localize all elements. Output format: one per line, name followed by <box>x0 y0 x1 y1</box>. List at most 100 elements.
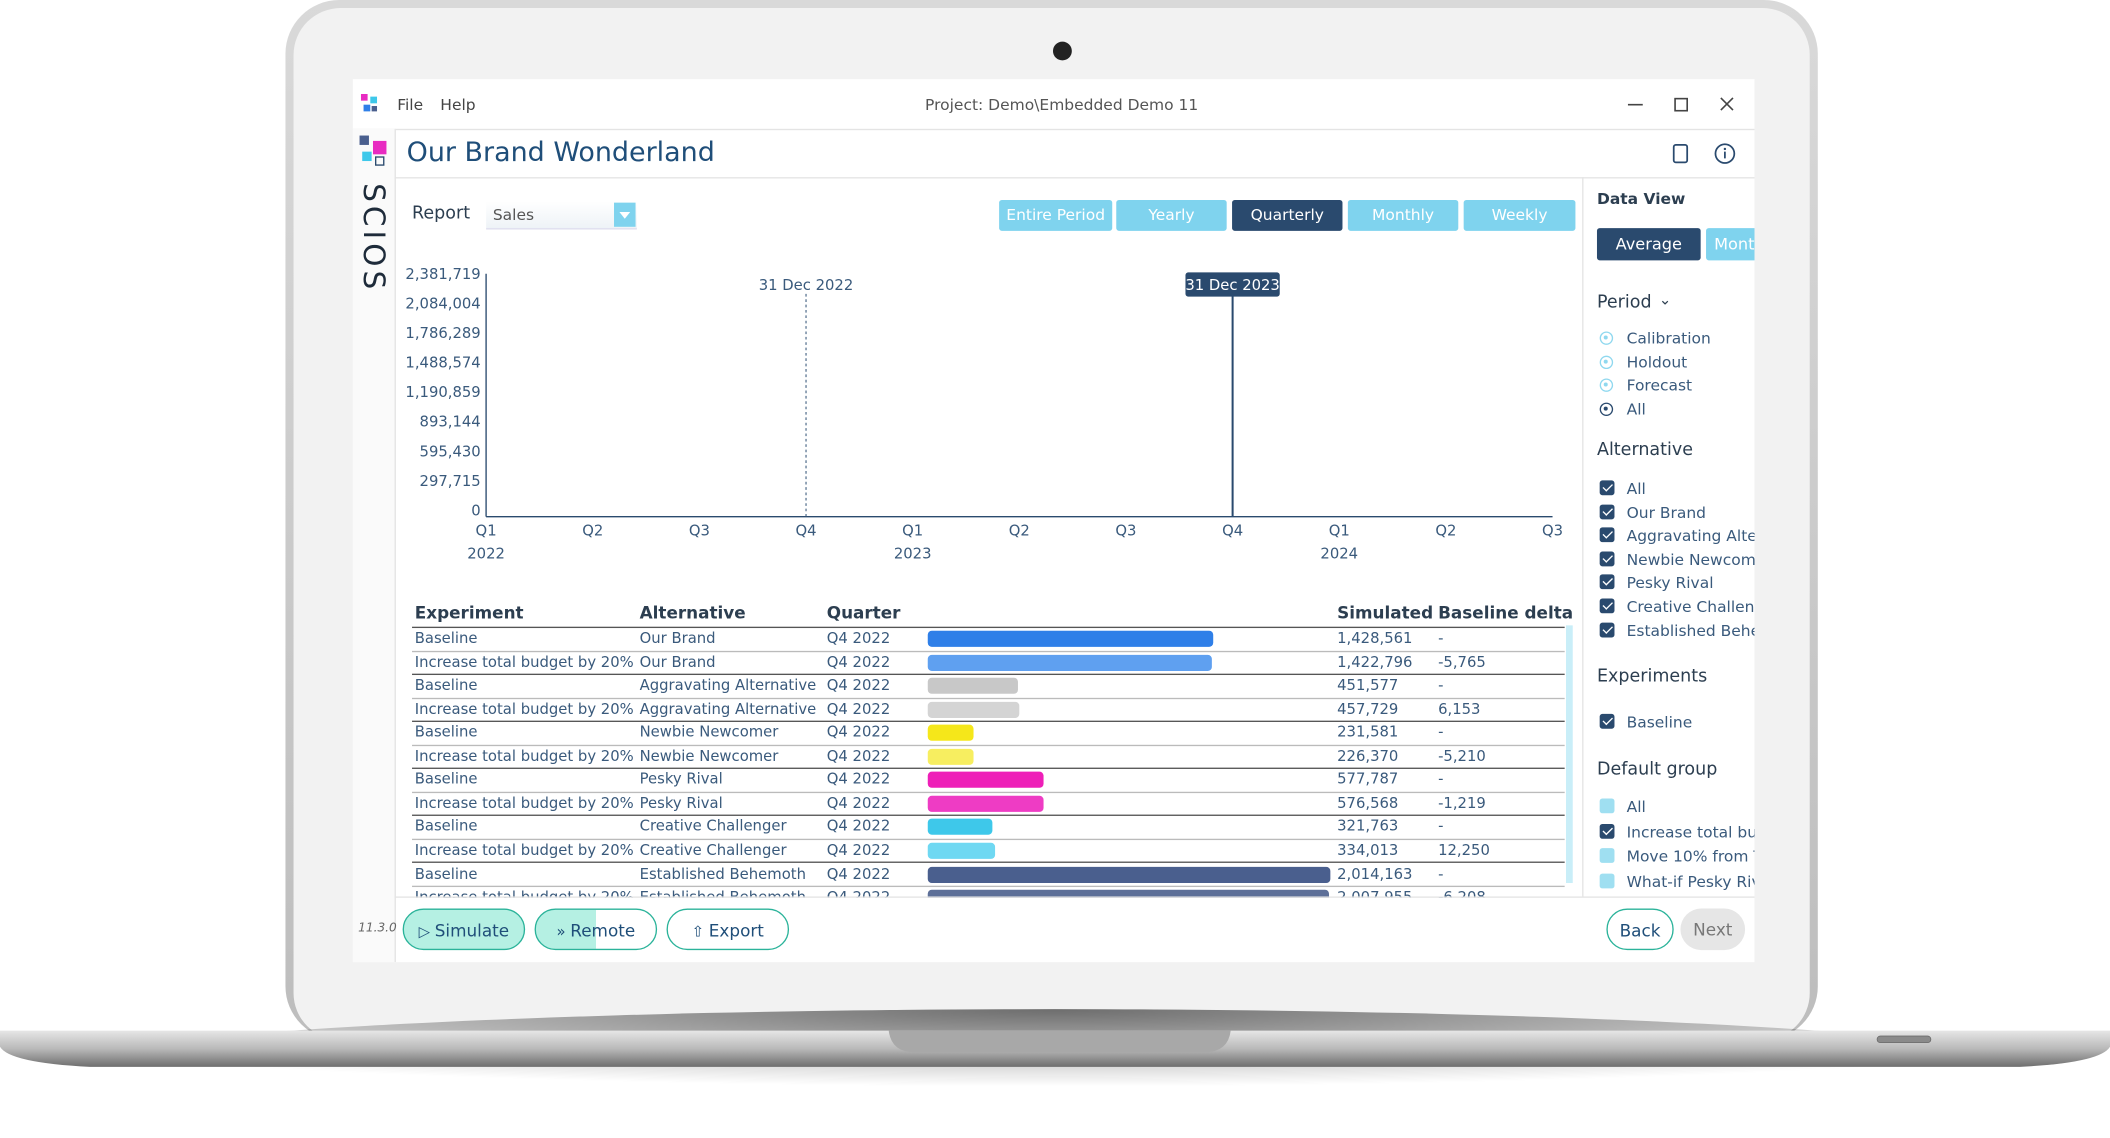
data-view-button[interactable]: Average <box>1596 228 1701 261</box>
app-icon <box>360 93 378 112</box>
checkbox-label: What-if Pesky Rival <box>1626 871 1755 891</box>
checkbox-label: All <box>1626 797 1646 816</box>
select-arrow[interactable] <box>614 202 636 227</box>
x-tick-label: Q2 <box>582 522 603 539</box>
radio[interactable] <box>1599 402 1614 416</box>
cell-experiment: Increase total budget by 20% <box>414 794 634 812</box>
checkbox[interactable] <box>1599 622 1615 637</box>
shadow <box>30 1009 2078 1138</box>
cell-experiment: Increase total budget by 20% <box>414 888 634 898</box>
cell-quarter: Q4 2022 <box>826 864 891 883</box>
nav-button[interactable]: Back <box>1606 908 1674 951</box>
cell-experiment: Increase total budget by 20% <box>414 700 634 718</box>
checkbox-label: Established Behemoth <box>1626 620 1755 640</box>
nav-button[interactable]: Next <box>1680 908 1746 951</box>
action-icon: ▷ <box>418 923 435 941</box>
report-select[interactable]: Sales <box>486 201 637 230</box>
checkbox[interactable] <box>1599 551 1615 567</box>
x-tick-label: Q4 <box>795 522 816 539</box>
cell-delta: 6,153 <box>1438 700 1481 718</box>
checkbox[interactable] <box>1599 527 1615 543</box>
cell-quarter: Q4 2022 <box>826 629 891 647</box>
action-label: Export <box>708 920 764 941</box>
radio-label: Calibration <box>1626 328 1711 348</box>
column-header: Alternative <box>639 602 746 623</box>
y-tick-label: 1,488,574 <box>405 355 480 372</box>
checkbox[interactable] <box>1599 574 1615 590</box>
cell-simulated: 321,763 <box>1337 817 1399 836</box>
sidebar: Data View AverageMonthly Period ⌄ Calibratio… <box>1584 178 1755 896</box>
cell-simulated: 334,013 <box>1337 841 1399 859</box>
action-button[interactable]: ⇧ Export <box>666 908 790 951</box>
cell-simulated: 231,581 <box>1337 723 1399 742</box>
cell-experiment: Baseline <box>414 676 478 694</box>
x-tick-label: Q2 <box>1435 522 1456 539</box>
checkbox[interactable] <box>1599 713 1615 729</box>
x-tick-label: Q4 <box>1222 522 1243 539</box>
cell-quarter: Q4 2022 <box>826 841 891 859</box>
menu-help[interactable]: Help <box>440 95 476 115</box>
row-rule <box>412 862 1565 864</box>
scrollbar[interactable] <box>1566 625 1573 884</box>
close[interactable] <box>1720 97 1734 111</box>
cell-experiment: Baseline <box>414 629 478 647</box>
data-view-button[interactable]: Monthly <box>1706 228 1755 261</box>
checkbox[interactable] <box>1599 504 1615 519</box>
chevron: ⌄ <box>1658 291 1672 309</box>
value-bar <box>927 889 1330 898</box>
y-tick-label: 1,190,859 <box>405 384 480 401</box>
row-rule <box>412 650 1565 652</box>
action-button[interactable]: » Remote <box>534 908 658 951</box>
notch <box>888 1030 1231 1053</box>
period-button[interactable]: Quarterly <box>1232 199 1343 231</box>
sidebar-divider <box>1582 177 1584 897</box>
action-button[interactable]: ▷ Simulate <box>402 908 526 951</box>
menu-file[interactable]: File <box>397 95 424 115</box>
row-rule <box>412 838 1565 840</box>
cell-simulated: 226,370 <box>1337 747 1399 765</box>
period-button[interactable]: Weekly <box>1463 199 1576 231</box>
period-button[interactable]: Entire Period <box>999 199 1113 231</box>
checkbox[interactable] <box>1599 848 1615 863</box>
value-bar <box>927 772 1044 789</box>
radio[interactable] <box>1599 331 1614 345</box>
title-bar <box>352 79 1755 131</box>
row-rule <box>412 697 1565 699</box>
checkbox[interactable] <box>1599 872 1615 888</box>
section-label: Experiments <box>1596 666 1708 688</box>
cell-alternative: Newbie Newcomer <box>639 747 779 765</box>
x-year-label: 2022 <box>467 545 505 562</box>
radio[interactable] <box>1599 355 1614 369</box>
x-year-label: 2023 <box>894 545 932 562</box>
info-icon[interactable] <box>1714 143 1736 164</box>
maximize[interactable] <box>1674 97 1688 112</box>
cell-alternative: Aggravating Alternative <box>639 700 817 718</box>
header-divider <box>394 177 1755 179</box>
cell-quarter: Q4 2022 <box>826 888 891 898</box>
doc-icon[interactable] <box>1672 144 1689 164</box>
radio-label: Forecast <box>1626 376 1693 395</box>
period-button[interactable]: Yearly <box>1116 199 1227 231</box>
cell-quarter: Q4 2022 <box>826 794 891 812</box>
value-bar <box>927 724 975 742</box>
checkbox[interactable] <box>1599 823 1615 839</box>
cell-alternative: Pesky Rival <box>639 770 723 789</box>
report-value: Sales <box>492 205 535 225</box>
cell-experiment: Baseline <box>414 864 478 883</box>
window-controls <box>1627 97 1734 112</box>
period-button[interactable]: Monthly <box>1347 199 1459 231</box>
cell-alternative: Our Brand <box>639 652 716 671</box>
checkbox[interactable] <box>1599 480 1615 496</box>
value-bar <box>927 748 973 765</box>
cell-experiment: Baseline <box>414 770 478 789</box>
window-title: Project: Demo\Embedded Demo 11 <box>925 95 1199 115</box>
section-label: Alternative <box>1596 440 1694 461</box>
checkbox[interactable] <box>1599 598 1615 614</box>
action-icon: » <box>556 923 571 941</box>
radio[interactable] <box>1599 378 1614 393</box>
checkbox[interactable] <box>1599 798 1615 814</box>
cell-delta: -5,210 <box>1438 747 1486 765</box>
x-tick-label: Q3 <box>1115 522 1136 539</box>
checkbox-label: Newbie Newcomer <box>1626 549 1755 569</box>
